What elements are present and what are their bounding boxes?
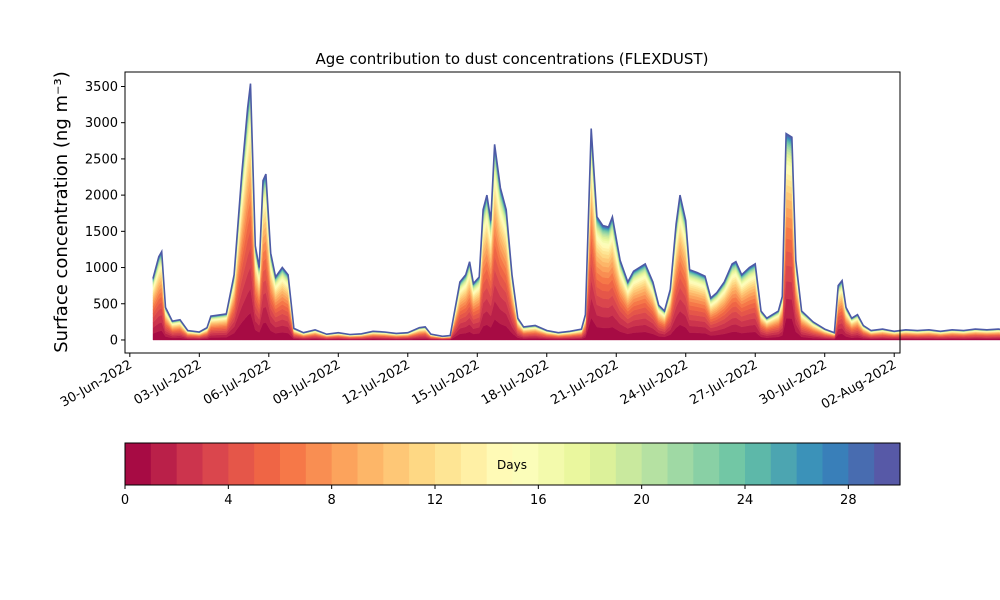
colorbar-segment: [641, 443, 669, 485]
axes: 050010001500200025003000350030-Jun-20220…: [58, 71, 901, 413]
colorbar-segment: [202, 443, 229, 485]
y-tick-label: 500: [93, 297, 118, 312]
colorbar-segment: [460, 443, 488, 485]
colorbar-segment: [254, 443, 281, 485]
colorbar-segment: [719, 443, 746, 485]
y-tick-label: 0: [110, 333, 118, 348]
colorbar-segment: [409, 443, 436, 485]
colorbar: 0 4 8 12 16 20 24 28: [121, 442, 901, 508]
colorbar-tick-label: 12: [427, 493, 444, 508]
colorbar-segment: [693, 443, 720, 485]
y-tick-label: 2500: [85, 152, 118, 167]
colorbar-tick-label: 8: [328, 493, 336, 508]
colorbar-segment: [822, 443, 849, 485]
colorbar-segment: [874, 443, 901, 485]
colorbar-segment: [538, 443, 565, 485]
colorbar-segment: [357, 443, 384, 485]
x-tick-label: 09-Jul-2022: [270, 357, 343, 408]
colorbar-segment: [796, 443, 824, 485]
colorbar-segment: [305, 443, 333, 485]
total-concentration-line: [152, 83, 1000, 338]
colorbar-tick-label: 4: [224, 493, 232, 508]
colorbar-segment: [331, 443, 359, 485]
colorbar-segment: [667, 443, 694, 485]
colorbar-tick-label: 0: [121, 493, 129, 508]
colorbar-segment: [435, 443, 462, 485]
colorbar-segment: [615, 443, 643, 485]
colorbar-segment: [590, 443, 617, 485]
colorbar-segment: [770, 443, 798, 485]
y-tick-label: 2000: [85, 189, 118, 204]
colorbar-segment: [383, 443, 410, 485]
x-tick-label: 24-Jul-2022: [618, 357, 691, 408]
colorbar-segment: [228, 443, 255, 485]
x-tick-label: 30-Jun-2022: [58, 357, 135, 410]
x-tick-label: 15-Jul-2022: [409, 357, 482, 408]
y-tick-label: 3000: [85, 116, 118, 131]
colorbar-segment: [280, 443, 307, 485]
x-tick-label: 12-Jul-2022: [340, 357, 413, 408]
y-tick-label: 1500: [85, 225, 118, 240]
x-tick-label: 03-Jul-2022: [131, 357, 204, 408]
x-tick-label: 21-Jul-2022: [548, 357, 621, 408]
colorbar-tick-label: 16: [530, 493, 547, 508]
chart-title: Age contribution to dust concentrations …: [316, 50, 709, 68]
colorbar-frame: [124, 442, 901, 486]
colorbar-tick-label: 20: [633, 493, 650, 508]
x-tick-label: 06-Jul-2022: [201, 357, 274, 408]
colorbar-segment: [512, 443, 539, 485]
colorbar-segment: [125, 443, 152, 485]
plot-frame: [124, 71, 901, 354]
colorbar-segment: [486, 443, 514, 485]
x-tick-label: 18-Jul-2022: [479, 357, 552, 408]
plot-area: [152, 83, 1000, 341]
colorbar-label: Days: [497, 458, 527, 472]
x-tick-label: 27-Jul-2022: [687, 357, 760, 408]
colorbar-segment: [745, 443, 772, 485]
colorbar-segment: [176, 443, 204, 485]
colorbar-tick-label: 28: [840, 493, 857, 508]
colorbar-segment: [848, 443, 875, 485]
colorbar-segment: [564, 443, 591, 485]
y-tick-label: 3500: [85, 80, 118, 95]
y-tick-label: 1000: [85, 261, 118, 276]
colorbar-tick-label: 24: [737, 493, 754, 508]
colorbar-segment: [150, 443, 178, 485]
x-tick-label: 02-Aug-2022: [819, 357, 899, 412]
y-axis-label: Surface concentration (ng m⁻³): [51, 71, 72, 353]
